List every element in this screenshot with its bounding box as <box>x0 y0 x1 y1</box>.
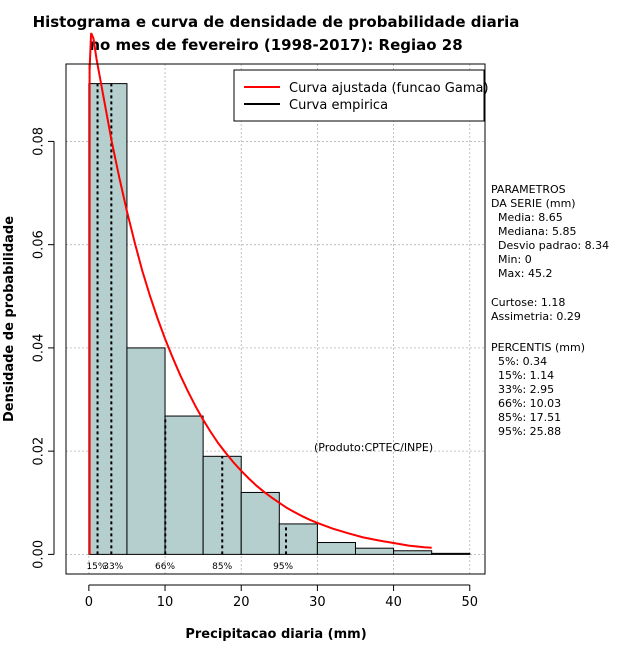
x-tick-label-4: 40 <box>385 595 402 610</box>
param-p66: 66%: 10.03 <box>498 397 561 410</box>
legend: Curva ajustada (funcao Gama) Curva empir… <box>233 69 489 122</box>
x-tick-label-5: 50 <box>461 595 478 610</box>
param-percentis-heading: PERCENTIS (mm) <box>491 341 585 354</box>
histogram-bar-2 <box>164 415 204 555</box>
histogram-bar-6 <box>316 542 356 555</box>
param-p33: 33%: 2.95 <box>498 383 554 396</box>
param-p85: 85%: 17.51 <box>498 411 561 424</box>
param-p95: 95%: 25.88 <box>498 425 561 438</box>
legend-gamma-label: Curva ajustada (funcao Gama) <box>289 81 489 96</box>
param-p5: 5%: 0.34 <box>498 355 547 368</box>
percentile-label-1: 33% <box>103 562 123 572</box>
y-tick-label-4: 0.08 <box>32 127 47 156</box>
percentile-labels: 15%33% 66% 85% 95% <box>86 562 293 572</box>
percentile-label-4: 95% <box>273 562 293 572</box>
credit-text: (Produto:CPTEC/INPE) <box>314 441 433 454</box>
gamma-curve-group <box>88 32 432 555</box>
histogram-bar-8 <box>393 550 433 555</box>
parameters-panel: PARAMETROS DA SERIE (mm) Media: 8.65 Med… <box>491 183 609 438</box>
x-tick-label-0: 0 <box>85 595 93 610</box>
percentile-label-2: 66% <box>155 562 175 572</box>
param-heading-1: PARAMETROS <box>491 183 566 196</box>
param-assimetria: Assimetria: 0.29 <box>491 310 581 323</box>
param-desvio: Desvio padrao: 8.34 <box>498 239 609 252</box>
histogram-bar-4 <box>240 491 280 555</box>
x-axis: 0 10 20 30 40 50 <box>85 584 478 610</box>
y-axis: 0.00 0.02 0.04 0.06 0.08 <box>32 127 55 569</box>
histogram-bars <box>88 83 471 555</box>
percentile-label-3: 85% <box>212 562 232 572</box>
y-tick-label-2: 0.04 <box>32 333 47 362</box>
histogram-bar-1 <box>126 347 166 555</box>
param-min: Min: 0 <box>498 253 532 266</box>
param-max: Max: 45.2 <box>498 267 552 280</box>
histogram-bar-7 <box>354 547 395 555</box>
chart-title-line-2: no mes de fevereiro (1998-2017): Regiao … <box>89 36 462 54</box>
y-tick-label-1: 0.02 <box>32 437 47 466</box>
param-curtose: Curtose: 1.18 <box>491 296 565 309</box>
legend-box <box>233 69 485 122</box>
x-tick-label-1: 10 <box>157 595 174 610</box>
legend-empirical-label: Curva empirica <box>289 98 388 113</box>
y-tick-label-3: 0.06 <box>32 230 47 259</box>
param-mediana: Mediana: 5.85 <box>498 225 576 238</box>
param-media: Media: 8.65 <box>498 211 563 224</box>
histogram-bar-0 <box>88 83 128 555</box>
chart-title-line-1: Histograma e curva de densidade de proba… <box>33 13 520 31</box>
param-p15: 15%: 1.14 <box>498 369 554 382</box>
gamma-curve <box>88 32 432 549</box>
param-heading-2: DA SERIE (mm) <box>491 197 576 210</box>
y-tick-label-0: 0.00 <box>32 540 47 569</box>
plot-frame <box>65 63 486 575</box>
x-axis-title: Precipitacao diaria (mm) <box>185 627 366 642</box>
x-tick-label-3: 30 <box>309 595 326 610</box>
histogram-bar-9 <box>431 552 471 555</box>
percentile-label-0: 15% <box>86 562 106 572</box>
x-tick-label-2: 20 <box>233 595 250 610</box>
y-axis-title: Densidade de probabilidade <box>2 216 17 422</box>
percentile-lines <box>96 83 288 555</box>
